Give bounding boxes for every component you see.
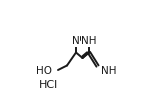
Text: HCl: HCl (38, 80, 58, 90)
Text: N: N (72, 36, 80, 46)
Text: NH: NH (81, 36, 97, 46)
Text: NH: NH (100, 66, 116, 76)
Text: HO: HO (36, 66, 52, 76)
